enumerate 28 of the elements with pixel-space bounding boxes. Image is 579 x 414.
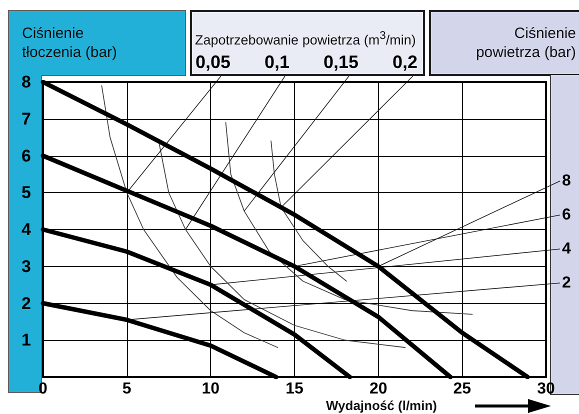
line-series <box>225 122 473 315</box>
x-tick-label: 15 <box>286 380 304 398</box>
text: 8 <box>562 172 571 190</box>
text: Ciśnienie powietrza (bar) <box>476 24 576 62</box>
y-tick-label: 6 <box>22 146 31 166</box>
text: 0,05 <box>195 52 231 72</box>
y-tick-label: 8 <box>22 72 31 92</box>
y-tick-label: 5 <box>22 183 31 202</box>
y-tick-label: 2 <box>22 294 31 313</box>
text: 6 <box>562 206 571 224</box>
text: 0,1 <box>264 52 290 72</box>
y-axis-title: Ciśnienie tłoczenia (bar) <box>22 24 118 62</box>
x-tick-label: 25 <box>453 380 472 398</box>
text: 0,15 <box>323 52 359 72</box>
text: 0,2 <box>392 52 418 72</box>
y-tick-label: 3 <box>22 256 31 276</box>
x-tick-label: 20 <box>369 380 388 398</box>
x-axis-title: Wydajność (l/min) <box>326 398 437 414</box>
legend-title: Zapotrzebowanie powietrza (m$^{3}$/min) <box>195 29 416 50</box>
line-series <box>101 85 278 348</box>
y-tick-label: 4 <box>22 220 32 239</box>
x-tick-label: 10 <box>202 380 220 398</box>
text: 2 <box>562 274 571 292</box>
x-tick-label: 5 <box>122 380 132 398</box>
text: 4 <box>562 240 571 258</box>
line-series <box>270 140 347 282</box>
y-tick-label: 7 <box>22 109 31 128</box>
y-tick-label: 1 <box>22 330 31 350</box>
